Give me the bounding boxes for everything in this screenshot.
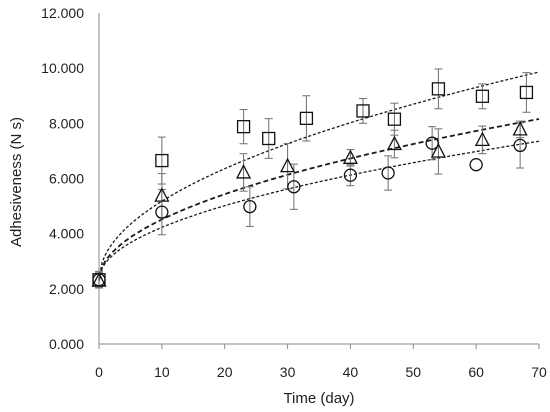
trendline-circle [98, 140, 540, 280]
circle-point [155, 205, 169, 219]
triangle-point [280, 157, 296, 173]
y-tick-label: 6.000 [49, 171, 84, 187]
circle-point [469, 158, 483, 172]
x-tick-label: 0 [95, 364, 103, 380]
x-tick-label: 20 [217, 364, 233, 380]
trendline-triangle [98, 118, 540, 281]
trendline-layer [98, 71, 540, 281]
square-point [431, 82, 446, 96]
trendline-square [98, 71, 540, 280]
circle-point [381, 166, 395, 180]
square-point [155, 153, 169, 168]
data-point-layer [91, 82, 534, 287]
circle-point [425, 136, 439, 150]
square-point [387, 112, 402, 126]
square-point [475, 89, 490, 103]
circle-point [287, 180, 301, 194]
x-tick-label: 70 [531, 364, 547, 380]
x-axis-title: Time (day) [283, 390, 354, 407]
axes [98, 13, 540, 349]
x-tick-label: 10 [154, 364, 170, 380]
tick-label-layer: 0 10 20 30 40 50 60 70 0.000 2.000 4.000 6.000 8.000… [41, 5, 547, 380]
circle-point [243, 199, 257, 214]
triangle-point [236, 164, 252, 179]
error-bar-layer [95, 68, 531, 289]
square-point [262, 131, 276, 146]
triangle-point [342, 149, 358, 164]
square-point [356, 104, 370, 118]
triangle-point [386, 135, 402, 151]
y-tick-label: 8.000 [49, 115, 84, 131]
y-tick-label: 10.000 [41, 60, 84, 76]
y-tick-label: 0.000 [49, 336, 84, 352]
triangle-point [512, 120, 528, 136]
y-tick-label: 4.000 [49, 226, 84, 242]
triangle-point [474, 131, 490, 147]
circle-point [513, 138, 527, 153]
circle-point [343, 168, 358, 182]
triangle-point [430, 143, 446, 158]
x-tick-label: 50 [405, 364, 421, 380]
circle-point [92, 273, 106, 287]
x-tick-label: 60 [468, 364, 484, 380]
x-tick-label: 30 [280, 364, 296, 380]
x-tick-label: 40 [343, 364, 359, 380]
triangle-point [154, 187, 170, 202]
square-point [236, 119, 251, 134]
square-point [519, 85, 534, 100]
y-tick-label: 2.000 [49, 281, 84, 297]
y-axis-title: Adhesiveness (N s) [8, 117, 25, 247]
square-point [299, 111, 314, 126]
y-tick-label: 12.000 [41, 5, 84, 21]
